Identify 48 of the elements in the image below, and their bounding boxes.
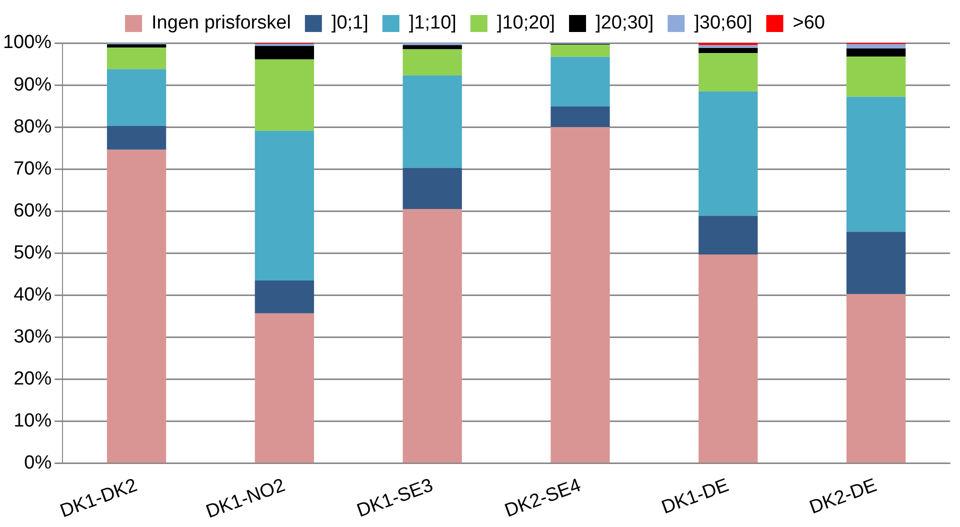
bar (106, 126, 166, 150)
y-tick-label: 0% (24, 452, 52, 474)
bar (550, 127, 610, 463)
bar (846, 232, 906, 294)
y-tick-label: 60% (14, 200, 52, 222)
bar (402, 168, 462, 210)
bar (106, 48, 166, 70)
bar (106, 69, 166, 126)
y-tick-label: 20% (14, 368, 52, 390)
legend-label: ]20;30] (596, 12, 654, 34)
bar (846, 56, 906, 97)
bar (254, 46, 314, 60)
y-tick-label: 10% (14, 410, 52, 432)
bar (846, 48, 906, 56)
bar (254, 280, 314, 314)
y-tick-label: 80% (14, 116, 52, 138)
y-tick-label: 50% (14, 242, 52, 264)
y-tick-label: 90% (14, 74, 52, 96)
bar (254, 59, 314, 131)
bar (106, 150, 166, 463)
bar (254, 130, 314, 281)
bar (846, 44, 906, 48)
bar (698, 48, 758, 54)
legend-label: ]30;60] (694, 12, 752, 34)
bar (698, 91, 758, 216)
bar (254, 313, 314, 463)
legend-label: >60 (792, 12, 825, 34)
bar (698, 254, 758, 463)
legend-label: ]10;20] (496, 12, 556, 34)
y-tick-label: 70% (14, 158, 52, 180)
bar (698, 216, 758, 254)
y-tick-label: 40% (14, 284, 52, 306)
bar (698, 53, 758, 92)
bar (402, 209, 462, 463)
y-tick-label: 30% (14, 326, 52, 348)
y-tick-label: 100% (2, 32, 52, 54)
bar (402, 45, 462, 50)
bar (550, 56, 610, 106)
bar (846, 294, 906, 463)
bar (550, 106, 610, 128)
bar (402, 49, 462, 76)
bar (550, 44, 610, 57)
legend-label: ]0;1] (331, 12, 368, 34)
legend-label: Ingen prisforskel (152, 12, 291, 34)
bar (846, 96, 906, 232)
legend-label: ]1;10] (408, 12, 456, 34)
bar (402, 75, 462, 168)
bar (698, 45, 758, 48)
